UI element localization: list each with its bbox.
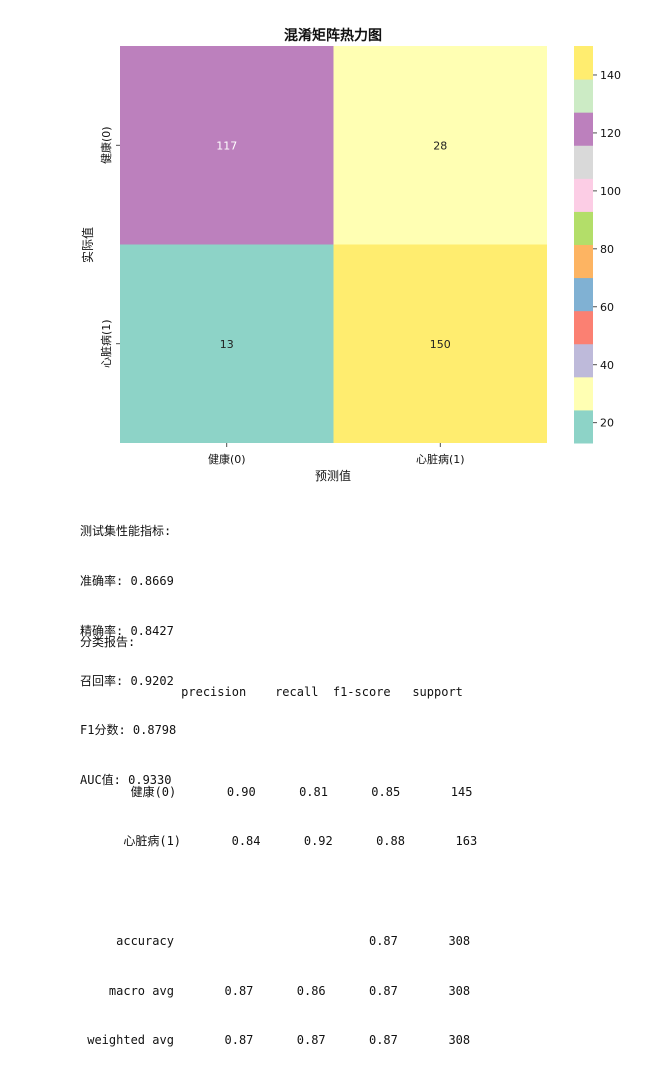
heatmap-cells: 117 28 13 150 bbox=[120, 46, 547, 443]
report-row: weighted avg 0.87 0.87 0.87 308 bbox=[80, 1033, 471, 1048]
colorbar-segment bbox=[574, 145, 593, 179]
colorbar-segment bbox=[574, 409, 593, 444]
colorbar-segment bbox=[574, 79, 593, 113]
colorbar-segment bbox=[574, 277, 593, 312]
colorbar-segment bbox=[574, 46, 593, 80]
report-row: macro avg 0.87 0.86 0.87 308 bbox=[80, 983, 471, 998]
metric-line: F1分数: 0.8798 bbox=[80, 723, 177, 738]
y-tick-label: 心脏病(1) bbox=[99, 319, 113, 368]
y-axis-ticks: 健康(0) 心脏病(1) bbox=[99, 126, 120, 368]
x-tick-label: 心脏病(1) bbox=[416, 452, 465, 466]
confusion-matrix-heatmap: 混淆矩阵热力图 117 28 13 150 健康(0) 心脏病(1) 健康(0) 心脏病(… bbox=[80, 27, 621, 483]
x-axis-ticks: 健康(0) 心脏病(1) bbox=[208, 443, 465, 466]
cell-value-label: 28 bbox=[433, 139, 447, 152]
colorbar-tick-label: 120 bbox=[600, 127, 621, 140]
colorbar-tick-label: 20 bbox=[600, 417, 614, 430]
colorbar-segment bbox=[574, 178, 593, 212]
report-row: accuracy 0.87 308 bbox=[80, 933, 471, 948]
cell-value-label: 150 bbox=[430, 338, 451, 351]
report-header: precision recall f1-score support bbox=[80, 684, 463, 699]
report-row bbox=[80, 883, 477, 900]
colorbar-segment bbox=[574, 244, 593, 279]
cell-value-label: 117 bbox=[216, 139, 237, 152]
classification-report: 分类报告: precision recall f1-score support … bbox=[80, 601, 477, 1066]
colorbar-segment bbox=[574, 376, 593, 411]
heatmap-cell bbox=[120, 244, 334, 443]
colorbar-tick-label: 140 bbox=[600, 69, 621, 82]
heatmap-cell bbox=[333, 46, 547, 245]
colorbar-tick-label: 60 bbox=[600, 301, 614, 314]
colorbar-tick-label: 80 bbox=[600, 243, 614, 256]
metrics-heading: 测试集性能指标: bbox=[80, 524, 172, 539]
colorbar-segment bbox=[574, 343, 593, 378]
x-tick-label: 健康(0) bbox=[208, 452, 246, 466]
colorbar-segment bbox=[574, 310, 593, 345]
report-row: 心脏病(1) 0.84 0.92 0.88 163 bbox=[80, 834, 478, 849]
x-axis-label: 预测值 bbox=[315, 468, 351, 483]
heatmap-cell bbox=[120, 46, 334, 245]
report-row bbox=[80, 734, 477, 751]
colorbar-segment bbox=[574, 211, 593, 245]
cell-value-label: 13 bbox=[220, 338, 234, 351]
report-heading: 分类报告: bbox=[80, 635, 136, 650]
report-row: 健康(0) 0.90 0.81 0.85 145 bbox=[80, 784, 473, 799]
y-axis-label: 实际值 bbox=[80, 227, 95, 263]
heatmap-cell bbox=[333, 244, 547, 443]
y-tick-label: 健康(0) bbox=[99, 126, 113, 164]
colorbar-tick-label: 100 bbox=[600, 185, 621, 198]
metric-line: 召回率: 0.9202 bbox=[80, 673, 174, 688]
colorbar-segment bbox=[574, 112, 593, 146]
chart-title: 混淆矩阵热力图 bbox=[284, 27, 382, 44]
colorbar: 20 40 60 80 100 120 140 bbox=[574, 46, 621, 444]
colorbar-tick-label: 40 bbox=[600, 359, 614, 372]
metric-line: 精确率: 0.8427 bbox=[80, 623, 174, 638]
metric-line: 准确率: 0.8669 bbox=[80, 573, 174, 588]
